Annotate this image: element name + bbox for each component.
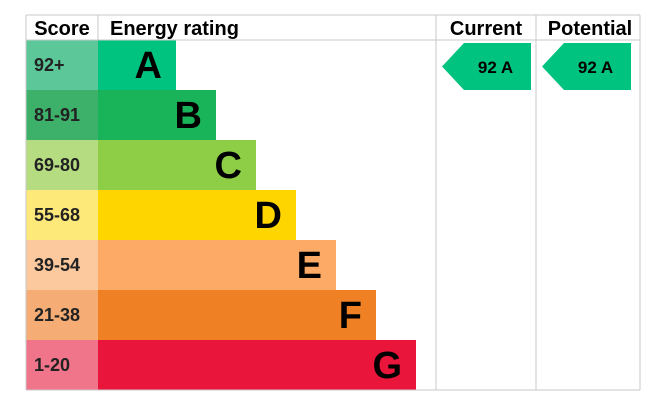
rating-letter: C (215, 145, 242, 187)
grid-lines (25, 14, 641, 391)
score-cell (26, 190, 98, 240)
score-label: 1-20 (34, 355, 70, 375)
energy-rating-header: Energy rating (110, 18, 239, 40)
rating-letter: E (297, 245, 322, 287)
rating-bands: 92+ A 81-91 B 69-80 C 55-68 D 39-54 E 21-38 F 1-20 G (26, 40, 416, 390)
band-f: 21-38 F (26, 290, 376, 340)
current-header: Current (450, 18, 523, 40)
score-label: 92+ (34, 55, 65, 75)
score-cell (26, 90, 98, 140)
rating-letter: G (372, 345, 402, 387)
rating-bar (98, 290, 376, 340)
rating-letter: A (135, 45, 162, 87)
band-e: 39-54 E (26, 240, 336, 290)
rating-bar (98, 190, 296, 240)
potential-rating: 92 A (542, 43, 631, 90)
score-cell (26, 140, 98, 190)
potential-header: Potential (548, 18, 632, 40)
potential-rating-arrow (542, 43, 631, 90)
rating-bar (98, 140, 256, 190)
current-rating: 92 A (442, 43, 531, 90)
rating-bar (98, 240, 336, 290)
score-cell (26, 240, 98, 290)
band-b: 81-91 B (26, 90, 216, 140)
score-label: 69-80 (34, 155, 80, 175)
score-cell (26, 40, 98, 90)
rating-letter: F (339, 295, 362, 337)
rating-bar (98, 90, 216, 140)
band-c: 69-80 C (26, 140, 256, 190)
score-cell (26, 340, 98, 390)
score-label: 21-38 (34, 305, 80, 325)
rating-bar (98, 340, 416, 390)
score-label: 55-68 (34, 205, 80, 225)
rating-letter: B (175, 95, 202, 137)
potential-rating-label: 92 A (578, 58, 613, 77)
score-header: Score (34, 18, 90, 40)
band-d: 55-68 D (26, 190, 296, 240)
score-cell (26, 290, 98, 340)
current-rating-arrow (442, 43, 531, 90)
score-label: 39-54 (34, 255, 80, 275)
band-g: 1-20 G (26, 340, 416, 390)
rating-markers: 92 A 92 A (442, 43, 631, 90)
current-rating-label: 92 A (478, 58, 513, 77)
rating-letter: D (255, 195, 282, 237)
rating-bar (98, 40, 176, 90)
band-a: 92+ A (26, 40, 176, 90)
score-label: 81-91 (34, 105, 80, 125)
